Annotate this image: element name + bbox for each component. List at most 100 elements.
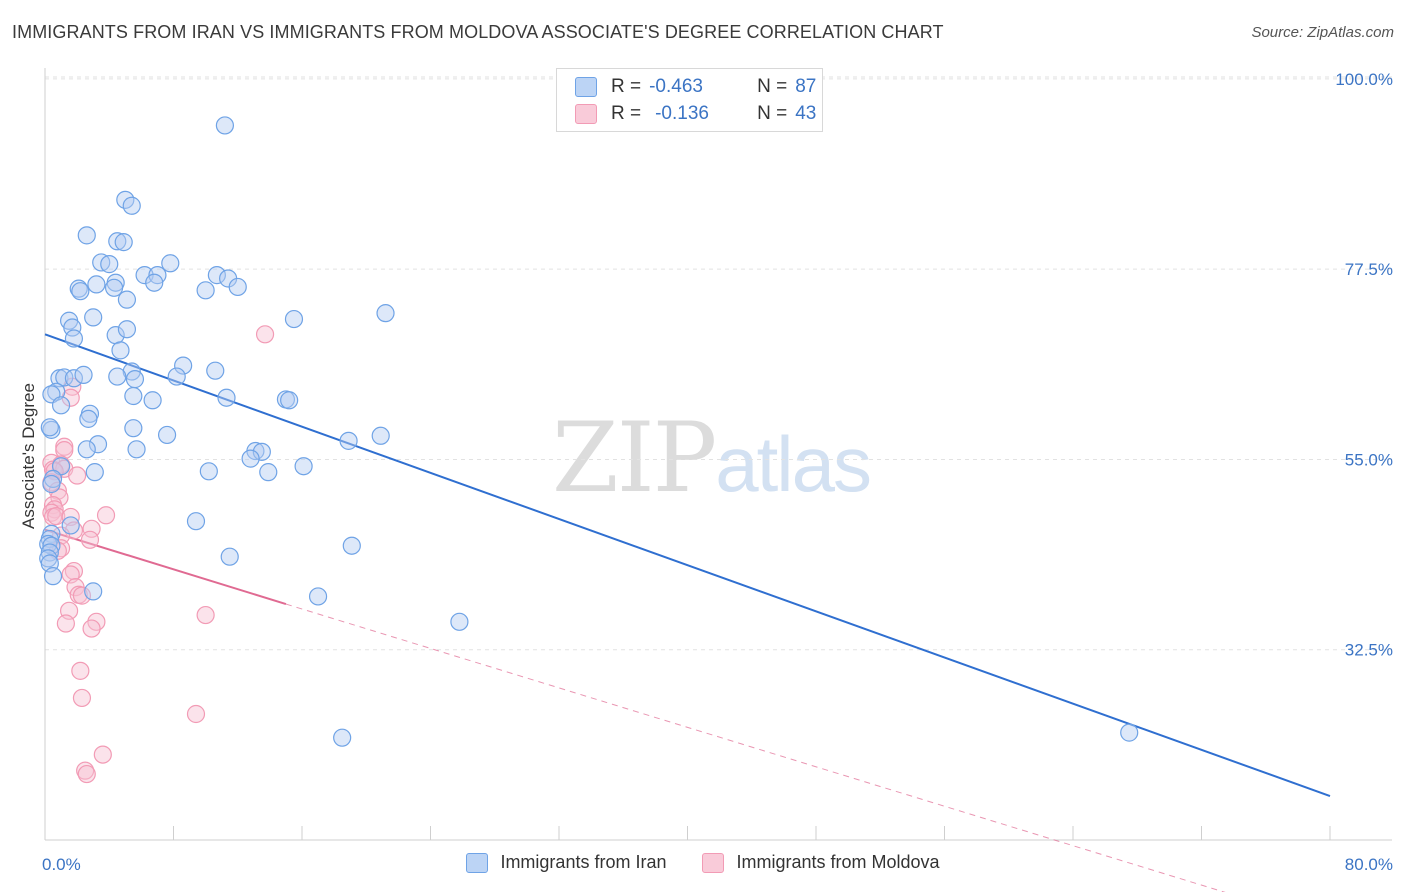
legend-n-label: N = [757, 103, 788, 124]
trend-line-moldova [44, 528, 287, 606]
iran-point [342, 536, 361, 555]
iran-point [88, 435, 108, 454]
iran-point [143, 391, 162, 410]
legend-n-value-iran: 87 [795, 76, 817, 97]
iran-point [241, 449, 260, 468]
moldova-point [196, 605, 215, 625]
watermark-atlas: atlas [715, 420, 872, 508]
moldova-point [93, 745, 112, 764]
iran-point [77, 440, 96, 459]
trend-line-iran [44, 333, 1331, 797]
moldova-point [45, 500, 64, 519]
moldova-point [64, 561, 84, 581]
iran-point [122, 196, 141, 215]
iran-point [199, 462, 218, 481]
iran-point [186, 512, 206, 531]
iran-point [371, 426, 390, 445]
y-axis-label: Associate's Degree [19, 383, 38, 529]
series-iran-points [39, 116, 1139, 747]
trend-lines [44, 333, 1331, 892]
legend-swatch-moldova [575, 104, 597, 124]
iran-point [333, 728, 352, 747]
legend-swatch-moldova [702, 852, 725, 873]
source-label: Source: ZipAtlas.com [1251, 24, 1394, 41]
legend-swatch-iran [466, 852, 489, 873]
chart-title: IMMIGRANTS FROM IRAN VS IMMIGRANTS FROM … [12, 22, 944, 42]
iran-point [108, 232, 127, 251]
moldova-point [255, 325, 275, 344]
iran-point [79, 409, 98, 428]
moldova-point [80, 530, 100, 549]
moldova-point [71, 661, 90, 680]
moldova-point [96, 506, 116, 525]
iran-point [114, 233, 133, 252]
iran-point [71, 282, 90, 301]
iran-point [51, 396, 71, 415]
moldova-point [50, 488, 69, 507]
series-legend: Immigrants from Iran Immigrants from Mol… [0, 852, 1406, 873]
iran-point [117, 320, 137, 339]
iran-point [85, 463, 104, 482]
iran-point [40, 418, 59, 437]
iran-point [339, 431, 358, 450]
moldova-point [47, 507, 66, 526]
iran-point [1120, 723, 1139, 742]
legend-r-label: R = [611, 103, 642, 124]
iran-point [125, 370, 145, 389]
legend-item-iran: Immigrants from Iran [466, 852, 666, 873]
iran-point [259, 463, 278, 482]
iran-point [284, 309, 304, 329]
iran-point [77, 226, 96, 245]
iran-point [135, 266, 154, 285]
iran-point [55, 368, 74, 387]
iran-point [228, 277, 247, 297]
correlation-legend: R = -0.463 N = 87 R = -0.136 N = 43 [556, 68, 823, 132]
moldova-point [72, 688, 92, 708]
iran-point [174, 356, 193, 375]
y-tick-label: 100.0% [1335, 70, 1393, 89]
iran-point [167, 367, 186, 386]
iran-point [124, 386, 143, 406]
iran-point [376, 304, 395, 323]
iran-point [215, 116, 234, 135]
iran-point [87, 275, 106, 294]
iran-point [84, 308, 103, 327]
legend-label-moldova: Immigrants from Moldova [736, 852, 940, 872]
iran-point [64, 329, 84, 348]
iran-point [47, 382, 66, 401]
legend-swatch-iran [575, 77, 597, 97]
iran-point [104, 278, 124, 297]
iran-point [450, 612, 469, 631]
y-tick-label: 32.5% [1345, 641, 1393, 660]
iran-point [252, 442, 271, 461]
iran-point [84, 582, 103, 601]
iran-point [43, 567, 63, 586]
legend-row-iran: R = -0.463 N = 87 [575, 74, 816, 100]
watermark-zip: ZIP [552, 402, 717, 514]
legend-row-moldova: R = -0.136 N = 43 [575, 101, 816, 127]
moldova-point [48, 481, 67, 500]
x-tick-label-min: 0.0% [42, 855, 81, 874]
y-tick-label: 77.5% [1345, 260, 1393, 279]
legend-r-value-iran: -0.463 [649, 76, 703, 97]
axes [44, 68, 1392, 841]
iran-point [206, 361, 225, 380]
watermark: ZIPatlas [552, 402, 872, 514]
iran-point [294, 457, 313, 476]
iran-point [64, 369, 84, 388]
legend-r-value-moldova: -0.136 [655, 103, 709, 124]
moldova-point [77, 764, 96, 784]
iran-point [196, 281, 215, 300]
iran-point [108, 367, 127, 386]
legend-n-label: N = [757, 76, 788, 97]
iran-point [161, 254, 180, 273]
iran-point [100, 255, 119, 274]
iran-point [124, 419, 143, 438]
moldova-point [68, 466, 87, 485]
iran-point [280, 391, 299, 410]
x-tick-label-max: 80.0% [1345, 855, 1393, 874]
moldova-point [72, 586, 92, 605]
y-tick-label: 55.0% [1345, 450, 1393, 469]
iran-point [61, 516, 80, 535]
